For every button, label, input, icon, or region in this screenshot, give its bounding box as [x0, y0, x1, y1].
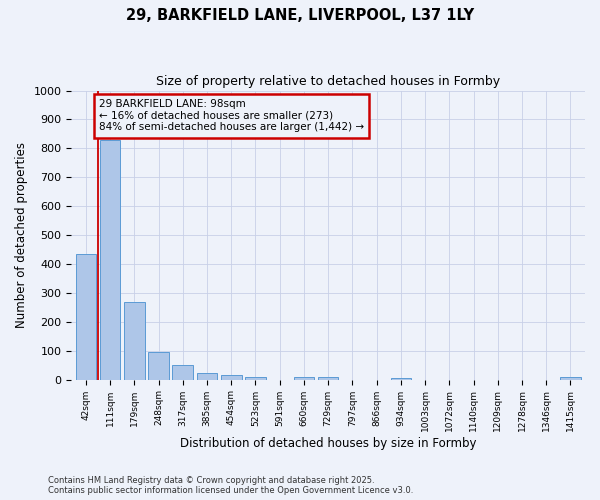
Bar [124, 302, 145, 380]
Bar [245, 376, 266, 380]
Bar [391, 378, 411, 380]
Y-axis label: Number of detached properties: Number of detached properties [15, 142, 28, 328]
Title: Size of property relative to detached houses in Formby: Size of property relative to detached ho… [156, 75, 500, 88]
Bar [197, 373, 217, 380]
Bar [560, 378, 581, 380]
Text: 29 BARKFIELD LANE: 98sqm
← 16% of detached houses are smaller (273)
84% of semi-: 29 BARKFIELD LANE: 98sqm ← 16% of detach… [99, 99, 364, 132]
Bar [148, 352, 169, 380]
Bar [100, 140, 121, 380]
Bar [318, 376, 338, 380]
Bar [293, 376, 314, 380]
Bar [221, 376, 242, 380]
Bar [172, 365, 193, 380]
Text: 29, BARKFIELD LANE, LIVERPOOL, L37 1LY: 29, BARKFIELD LANE, LIVERPOOL, L37 1LY [126, 8, 474, 22]
X-axis label: Distribution of detached houses by size in Formby: Distribution of detached houses by size … [180, 437, 476, 450]
Bar [76, 254, 96, 380]
Text: Contains HM Land Registry data © Crown copyright and database right 2025.
Contai: Contains HM Land Registry data © Crown c… [48, 476, 413, 495]
